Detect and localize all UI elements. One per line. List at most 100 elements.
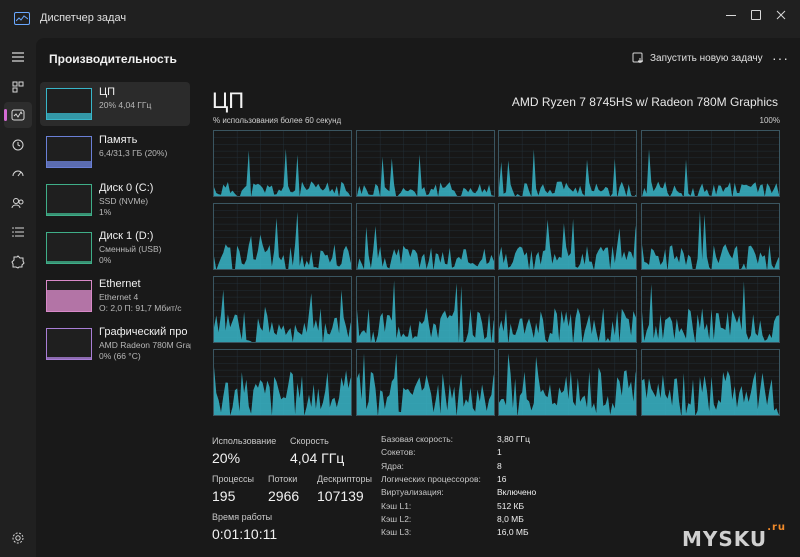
spec-row: Базовая скорость: 3,80 ГГц (381, 434, 601, 447)
spec-row: Сокетов: 1 (381, 447, 601, 460)
main-content: Производительность Запустить новую задач… (36, 38, 800, 557)
maximize-button[interactable] (733, 0, 779, 30)
nav-services[interactable] (4, 249, 32, 275)
perf-item-detail: 6,4/31,3 ГБ (20%) (99, 148, 168, 158)
perf-item-name: Память (99, 134, 138, 146)
cpu-core-graph (355, 276, 495, 343)
perf-thumbnail-graph (46, 136, 92, 168)
run-new-task-label: Запустить новую задачу (650, 52, 763, 64)
close-icon (776, 10, 786, 20)
perf-item-detail: Ethernet 4 (99, 292, 139, 302)
perf-thumbnail-graph (46, 184, 92, 216)
spec-key: Логических процессоров: (381, 473, 481, 484)
cpu-core-graph (498, 203, 637, 270)
cpu-core-graph (213, 203, 352, 270)
processes-value: 195 (212, 488, 236, 504)
cpu-core-graph (640, 203, 780, 270)
perf-thumbnail-graph (46, 280, 92, 312)
perf-item[interactable]: Графический про AMD Radeon 780M Grap 0% (6… (40, 322, 191, 366)
perf-thumbnail-fill (47, 290, 91, 311)
perf-item-name: Графический про (99, 326, 188, 338)
processes-icon (12, 81, 24, 93)
spec-value: 3,80 ГГц (497, 434, 530, 444)
speed-value: 4,04 ГГц (290, 450, 345, 466)
hamburger-menu-button[interactable] (4, 44, 32, 70)
cpu-core-graph (355, 203, 495, 270)
navigation-rail (0, 38, 36, 557)
performance-icon (11, 109, 25, 121)
spec-key: Виртуализация: (381, 487, 444, 498)
perf-item-detail: SSD (NVMe) (99, 196, 149, 206)
perf-thumbnail-graph (46, 88, 92, 120)
perf-item-value: 0% (99, 255, 112, 265)
spec-value: 16,0 МБ (497, 527, 529, 538)
perf-item-value: О: 2,0 П: 91,7 Мбит/с (99, 303, 182, 313)
run-new-task-button[interactable]: Запустить новую задачу (632, 50, 763, 66)
cpu-core-graph (213, 276, 352, 343)
spec-row: Виртуализация: Включено (381, 487, 601, 500)
window-title: Диспетчер задач (40, 12, 127, 24)
perf-thumbnail-fill (47, 113, 91, 119)
run-task-icon (632, 52, 643, 63)
app-history-icon (12, 139, 24, 151)
nav-app-history[interactable] (4, 132, 32, 158)
spec-row: Кэш L2: 8,0 МБ (381, 514, 601, 527)
nav-details[interactable] (4, 219, 32, 245)
perf-item-name: Ethernet (99, 278, 141, 290)
spec-key: Кэш L3: (381, 527, 412, 538)
maximize-icon (751, 10, 761, 20)
perf-thumbnail-graph (46, 328, 92, 360)
spec-value: 8 (497, 460, 502, 471)
title-bar: Диспетчер задач (0, 0, 800, 38)
usage-label: Использование (212, 436, 277, 446)
cpu-core-graph (213, 130, 352, 197)
cpu-core-graph (640, 276, 780, 343)
spec-value: 16 (497, 473, 507, 484)
spec-row: Ядра: 8 (381, 461, 601, 474)
nav-startup-apps[interactable] (4, 161, 32, 187)
spec-value: 8,0 МБ (497, 513, 524, 524)
nav-processes[interactable] (4, 74, 32, 100)
cpu-core-graphs (213, 130, 780, 416)
handles-label: Дескрипторы (317, 474, 372, 484)
details-icon (12, 227, 24, 237)
spec-row: Кэш L1: 512 КБ (381, 501, 601, 514)
close-button[interactable] (758, 0, 800, 30)
perf-thumbnail-fill (47, 213, 91, 215)
perf-item-name: ЦП (99, 86, 116, 98)
cpu-core-graph (640, 349, 780, 416)
perf-item-detail: AMD Radeon 780M Grap (99, 340, 191, 350)
spec-key: Базовая скорость: (381, 434, 454, 444)
task-manager-app-icon (14, 12, 30, 25)
spec-value: Включено (497, 487, 537, 498)
perf-item[interactable]: Диск 1 (D:) Сменный (USB) 0% (40, 226, 190, 270)
minimize-button[interactable] (708, 0, 754, 30)
handles-value: 107139 (317, 488, 364, 504)
nav-performance[interactable] (4, 102, 32, 128)
settings-button[interactable] (11, 531, 25, 548)
perf-item[interactable]: Ethernet Ethernet 4 О: 2,0 П: 91,7 Мбит/с (40, 274, 190, 318)
spec-key: Кэш L1: (381, 500, 412, 511)
startup-apps-icon (12, 170, 24, 177)
perf-item-detail: 20% 4,04 ГГц (99, 100, 152, 110)
cpu-core-graph (213, 349, 352, 416)
processes-label: Процессы (212, 474, 255, 484)
nav-users[interactable] (4, 190, 32, 216)
page-title: Производительность (49, 52, 177, 66)
cpu-core-graph (355, 130, 495, 197)
perf-item[interactable]: ЦП 20% 4,04 ГГц (40, 82, 190, 126)
spec-key: Кэш L2: (381, 513, 412, 524)
spec-value: 512 КБ (497, 500, 525, 511)
perf-item[interactable]: Диск 0 (C:) SSD (NVMe) 1% (40, 178, 190, 222)
cpu-core-graph (498, 276, 637, 343)
cpu-model: AMD Ryzen 7 8745HS w/ Radeon 780M Graphi… (511, 95, 778, 109)
spec-row: Кэш L3: 16,0 МБ (381, 527, 601, 540)
spec-row: Логических процессоров: 16 (381, 474, 601, 487)
gear-icon (12, 532, 24, 544)
more-options-button[interactable]: ··· (772, 50, 789, 66)
perf-item-value: 1% (99, 207, 112, 217)
threads-value: 2966 (268, 488, 300, 504)
users-icon (11, 198, 24, 209)
perf-item[interactable]: Память 6,4/31,3 ГБ (20%) (40, 130, 190, 174)
hamburger-menu-icon (12, 52, 24, 62)
